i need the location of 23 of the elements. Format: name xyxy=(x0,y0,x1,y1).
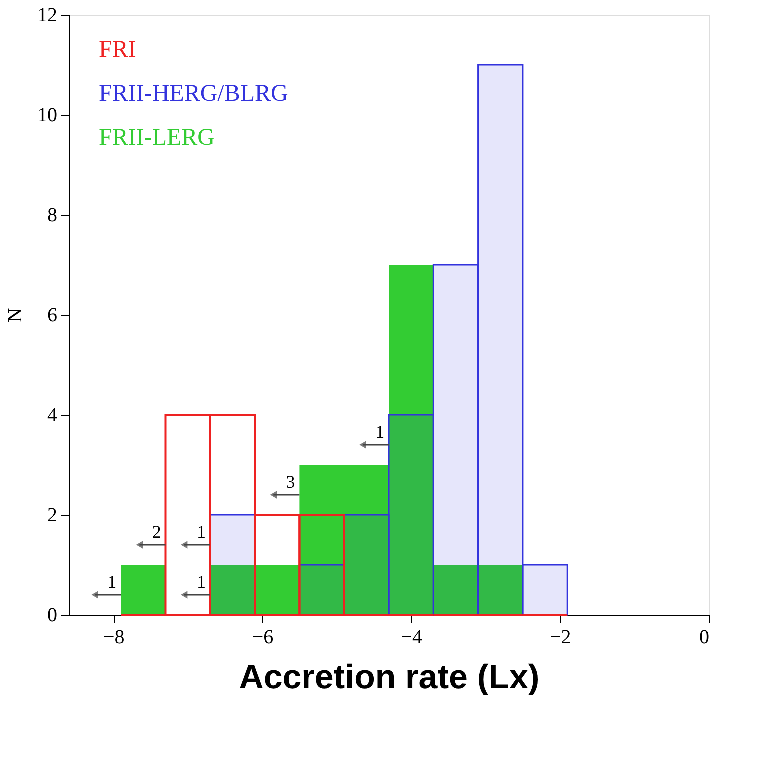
annotation: 1 xyxy=(376,422,385,442)
x-tick-label: −4 xyxy=(401,626,422,648)
y-tick-label: 0 xyxy=(48,604,58,626)
annotation: 1 xyxy=(108,572,117,592)
y-tick-label: 10 xyxy=(38,104,58,126)
annotation: 1 xyxy=(196,572,206,592)
text: FRII-HERG/BLRG xyxy=(99,81,288,107)
text: FRI xyxy=(99,37,136,63)
y-tick-label: 6 xyxy=(48,304,58,326)
x-tick-label: −8 xyxy=(104,626,125,648)
annotation: 3 xyxy=(286,472,296,492)
text: FRII-LERG xyxy=(99,125,215,151)
annotation: 2 xyxy=(152,522,162,542)
y-tick-label: 12 xyxy=(38,4,58,26)
x-tick-label: 0 xyxy=(700,626,710,648)
y-tick-label: 2 xyxy=(48,504,58,526)
x-axis-title: Accretion rate (Lx) xyxy=(239,658,540,696)
x-tick-label: −6 xyxy=(252,626,274,648)
annotation: 1 xyxy=(196,522,206,542)
y-tick-label: 4 xyxy=(48,404,58,426)
y-tick-label: 8 xyxy=(48,204,58,226)
y-axis-title: N xyxy=(4,308,26,323)
x-tick-label: −2 xyxy=(550,626,572,648)
